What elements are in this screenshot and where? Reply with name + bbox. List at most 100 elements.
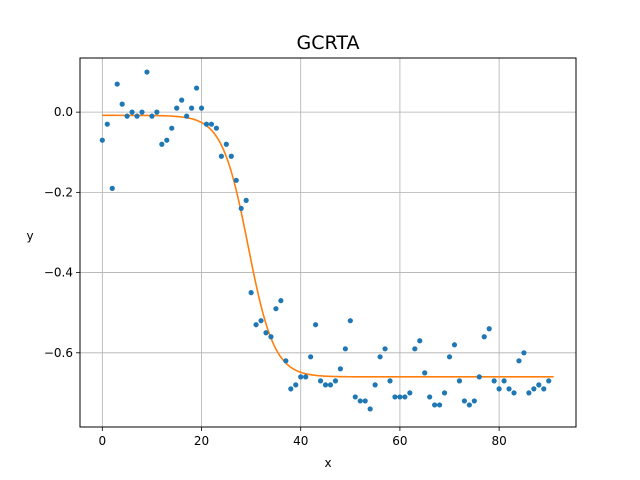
- data-point: [164, 137, 170, 143]
- data-point: [377, 354, 383, 360]
- data-point: [357, 398, 363, 404]
- data-point: [481, 334, 487, 340]
- data-point: [387, 378, 393, 384]
- data-point: [327, 382, 334, 388]
- data-point: [198, 105, 205, 111]
- data-point: [432, 402, 438, 408]
- x-axis-label: x: [324, 456, 331, 470]
- data-point: [456, 378, 463, 384]
- data-point: [303, 374, 309, 380]
- data-point: [471, 398, 477, 404]
- data-point: [248, 290, 254, 296]
- data-point: [129, 109, 135, 115]
- data-point: [193, 85, 200, 91]
- y-axis-ticks: 0.0 −0.2 −0.4 −0.6: [44, 105, 80, 360]
- data-point: [159, 141, 165, 147]
- data-point: [243, 197, 249, 203]
- data-point: [223, 141, 229, 147]
- data-point: [114, 81, 120, 87]
- x-tick-label: 20: [194, 434, 209, 448]
- data-point: [427, 394, 433, 400]
- data-point: [322, 382, 329, 388]
- chart-title: GCRTA: [297, 32, 360, 54]
- data-point: [268, 334, 274, 340]
- data-point: [546, 378, 552, 384]
- data-point: [516, 358, 522, 364]
- data-point: [99, 137, 105, 143]
- data-point: [342, 346, 348, 352]
- y-tick-label: −0.4: [44, 266, 73, 280]
- data-point: [283, 358, 289, 364]
- data-point: [203, 121, 210, 127]
- data-point: [422, 370, 428, 376]
- data-point: [541, 386, 547, 392]
- data-point: [273, 306, 279, 312]
- data-point: [174, 105, 180, 111]
- data-point: [313, 322, 319, 328]
- data-point: [233, 177, 239, 183]
- data-point: [491, 378, 497, 384]
- data-point: [367, 406, 373, 412]
- data-point: [486, 326, 492, 332]
- data-point: [134, 113, 140, 119]
- data-point: [144, 69, 150, 75]
- data-point: [332, 378, 339, 384]
- data-point: [372, 382, 378, 388]
- data-point: [536, 382, 542, 388]
- grid: [80, 58, 576, 427]
- data-point: [278, 298, 284, 304]
- data-point: [441, 390, 448, 396]
- data-point: [362, 398, 368, 404]
- data-point: [298, 374, 304, 380]
- data-point: [263, 330, 269, 336]
- data-point: [347, 318, 353, 324]
- data-point: [317, 378, 324, 384]
- x-tick-label: 0: [98, 434, 106, 448]
- x-tick-label: 80: [491, 434, 506, 448]
- data-point: [402, 394, 408, 400]
- y-tick-label: 0.0: [54, 105, 73, 119]
- data-point: [179, 97, 185, 103]
- data-point: [228, 153, 234, 159]
- data-point: [208, 121, 215, 127]
- data-point: [412, 346, 418, 352]
- x-tick-label: 60: [392, 434, 407, 448]
- data-point: [169, 125, 175, 131]
- data-point: [437, 402, 443, 408]
- data-point: [511, 390, 517, 396]
- data-point: [506, 386, 512, 392]
- data-point: [104, 121, 110, 127]
- plot-frame: [79, 57, 577, 428]
- y-tick-label: −0.6: [44, 346, 73, 360]
- x-tick-label: 40: [293, 434, 308, 448]
- data-point: [258, 318, 264, 324]
- data-point: [184, 113, 190, 119]
- data-point: [461, 398, 467, 404]
- data-point: [238, 205, 244, 212]
- data-point: [501, 378, 507, 384]
- data-point: [352, 394, 358, 400]
- data-point: [139, 109, 145, 115]
- data-point: [124, 113, 130, 119]
- data-point: [531, 386, 537, 392]
- data-point: [337, 366, 343, 372]
- data-point: [308, 354, 314, 360]
- y-tick-label: −0.2: [44, 185, 73, 199]
- data-point: [213, 125, 219, 131]
- data-point: [154, 109, 160, 115]
- data-point: [417, 338, 423, 344]
- data-point: [466, 402, 472, 408]
- data-point: [109, 185, 115, 191]
- data-point: [526, 390, 532, 396]
- data-point: [218, 153, 224, 159]
- data-point: [496, 386, 502, 392]
- data-point: [119, 101, 125, 107]
- y-axis-label: y: [26, 229, 33, 243]
- data-point: [476, 374, 482, 380]
- data-point: [288, 386, 294, 392]
- data-point: [149, 113, 155, 119]
- data-points-layer: [99, 69, 552, 412]
- data-point: [392, 394, 398, 400]
